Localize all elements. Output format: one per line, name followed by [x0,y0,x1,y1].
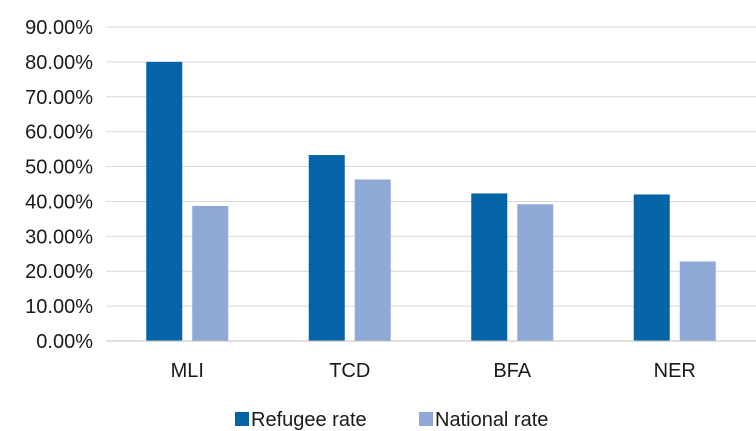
legend-swatch-refugee-rate [235,412,249,426]
legend: Refugee rate National rate [235,409,548,431]
legend-label-national-rate: National rate [435,409,548,431]
y-tick-label: 70.00% [25,87,93,109]
bar-refugee-rate-bfa [471,193,508,341]
bar-national-rate-ner [679,261,716,341]
bar-national-rate-bfa [517,204,554,341]
y-tick-label: 10.00% [25,296,93,318]
x-tick-label: MLI [171,360,204,382]
x-tick-label: BFA [493,360,531,382]
y-axis-tick-labels: 0.00% 10.00% 20.00% 30.00% 40.00% 50.00% 60.00… [25,17,93,353]
bar-refugee-rate-mli [146,61,183,342]
bar-refugee-rate-ner [633,194,670,341]
legend-swatch-national-rate [419,412,433,426]
x-tick-label: NER [654,360,696,382]
y-tick-label: 60.00% [25,122,93,144]
y-tick-label: 80.00% [25,52,93,74]
bar-national-rate-mli [192,205,229,341]
bars [146,61,716,342]
bar-refugee-rate-tcd [308,155,345,341]
x-tick-label: TCD [329,360,370,382]
y-tick-label: 30.00% [25,226,93,248]
bar-national-rate-tcd [354,179,391,341]
legend-label-refugee-rate: Refugee rate [251,409,367,431]
y-tick-label: 50.00% [25,157,93,179]
x-axis-tick-labels: MLI TCD BFA NER [171,360,696,382]
y-tick-label: 20.00% [25,261,93,283]
y-tick-label: 40.00% [25,191,93,213]
y-tick-label: 90.00% [25,17,93,39]
y-tick-label: 0.00% [36,331,93,353]
